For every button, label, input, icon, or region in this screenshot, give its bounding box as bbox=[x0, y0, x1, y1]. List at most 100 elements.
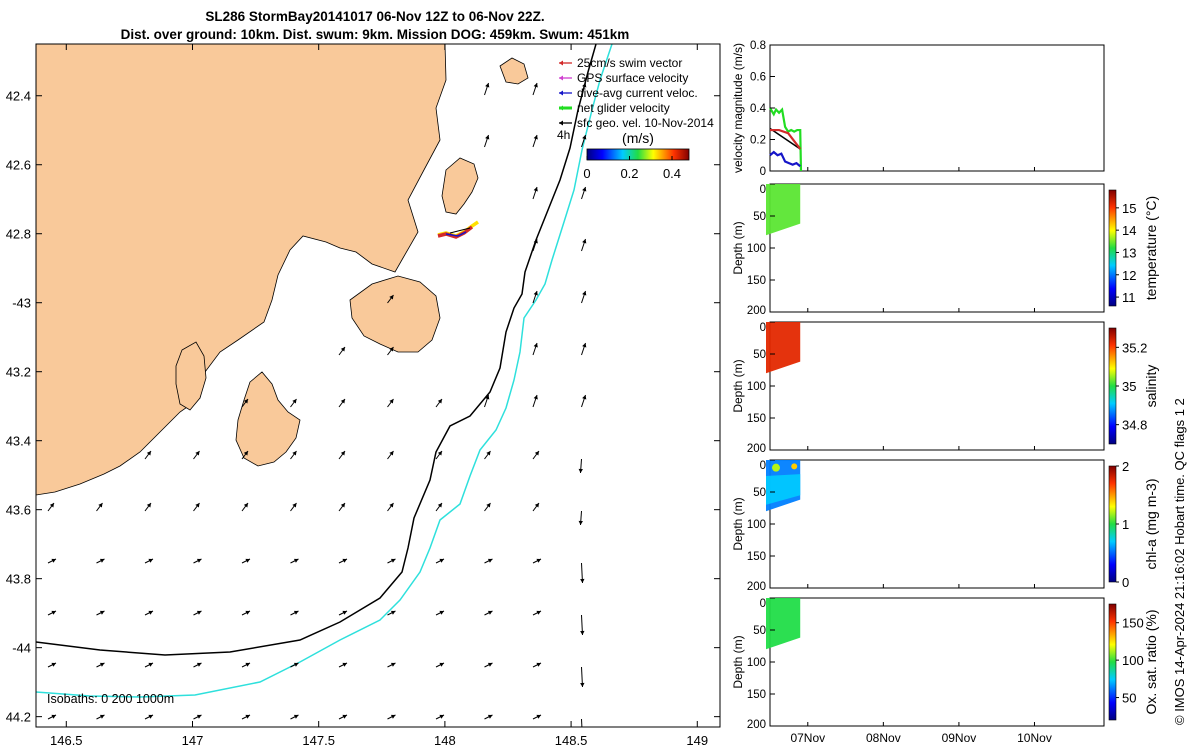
chl-patch-high bbox=[772, 463, 780, 472]
credit-text: © IMOS 14-Apr-2024 21:16:02 Hobart time.… bbox=[1172, 398, 1187, 725]
svg-text:net glider velocity: net glider velocity bbox=[577, 101, 670, 115]
geostrophic-arrow bbox=[193, 714, 202, 720]
legend-entry: dive-avg current veloc. bbox=[559, 86, 698, 100]
map-y-axis: 42.4 42.6 42.8 -43 43.2 43.4 43.6 43.8 -44 44.2 bbox=[6, 89, 720, 725]
colorbar-tick-label: 14 bbox=[1122, 223, 1136, 238]
geostrophic-arrow bbox=[387, 558, 396, 564]
geostrophic-arrow bbox=[241, 502, 249, 512]
svg-text:dive-avg current veloc.: dive-avg current veloc. bbox=[577, 86, 698, 100]
speed-colorbar: (m/s) 0 0.2 0.4 bbox=[583, 130, 690, 181]
geostrophic-arrow bbox=[581, 290, 587, 304]
geostrophic-arrow bbox=[47, 610, 57, 616]
velocity-series bbox=[769, 107, 803, 172]
map-y-tick-label: 42.6 bbox=[6, 158, 31, 173]
geostrophic-arrow bbox=[241, 398, 249, 408]
map-y-tick-label: 43.4 bbox=[6, 434, 31, 449]
isobath-1000m bbox=[36, 44, 613, 698]
geostrophic-arrow bbox=[290, 398, 297, 408]
geostrophic-arrow bbox=[193, 558, 202, 564]
geostrophic-arrow bbox=[96, 610, 105, 616]
profile-panel: 0 50 100 150 200 Depth (m) 34.8 35 35.2 salinity bbox=[731, 321, 1159, 455]
geostrophic-arrow bbox=[532, 610, 542, 616]
geostrophic-arrow bbox=[338, 398, 346, 408]
geostrophic-arrow bbox=[581, 718, 583, 727]
map-panel: 146.5 147 147.5 148 148.5 149 42.4 42.6 42.8 -43… bbox=[6, 43, 721, 748]
geostrophic-arrow bbox=[387, 450, 394, 460]
geostrophic-arrow bbox=[581, 342, 587, 356]
geostrophic-arrow bbox=[96, 662, 105, 668]
map-y-tick-label: 43.8 bbox=[6, 572, 31, 587]
depth-tick-label: 50 bbox=[753, 487, 766, 499]
colorbar-gradient bbox=[586, 148, 690, 161]
geostrophic-arrow bbox=[580, 614, 585, 636]
depth-tick-label: 0 bbox=[760, 460, 766, 472]
colorbar-tick-label: 150 bbox=[1122, 616, 1144, 631]
colorbar-tick-label: 0 bbox=[583, 166, 590, 181]
geostrophic-arrow bbox=[532, 394, 538, 408]
depth-tick-label: 100 bbox=[747, 381, 766, 393]
velocity-y-axis: 0 0.2 0.4 0.6 0.8 bbox=[750, 40, 775, 178]
velocity-series-line bbox=[769, 127, 801, 150]
geostrophic-arrow bbox=[435, 610, 445, 616]
depth-tick-label: 0 bbox=[760, 598, 766, 610]
depth-ylabel: Depth (m) bbox=[731, 497, 745, 550]
svg-text:25cm/s swim vector: 25cm/s swim vector bbox=[577, 56, 682, 70]
geostrophic-arrow bbox=[193, 450, 200, 460]
geostrophic-arrow bbox=[290, 610, 299, 616]
geostrophic-arrow bbox=[484, 662, 493, 668]
velocity-panel: 0 0.2 0.4 0.6 0.8 velocity magnitude (m/s) bbox=[731, 40, 1105, 178]
depth-tick-label: 50 bbox=[753, 211, 766, 223]
colorbar-label: chl-a (mg m-3) bbox=[1143, 478, 1159, 569]
geostrophic-arrow bbox=[387, 714, 396, 720]
geostrophic-arrow bbox=[241, 662, 251, 668]
profile-axes bbox=[769, 597, 1105, 727]
colorbar-title: (m/s) bbox=[622, 130, 654, 146]
profile-colorbar bbox=[1108, 189, 1117, 307]
geostrophic-arrow bbox=[581, 134, 587, 148]
geostrophic-arrow bbox=[193, 502, 200, 512]
depth-tick-label: 0 bbox=[760, 322, 766, 334]
depth-tick-label: 200 bbox=[747, 443, 766, 455]
colorbar-tick-label: 100 bbox=[1122, 653, 1144, 668]
colorbar-tick-label: 0 bbox=[1122, 575, 1129, 590]
geostrophic-arrow bbox=[581, 82, 587, 96]
geostrophic-arrow bbox=[581, 238, 587, 252]
geostrophic-arrow bbox=[484, 714, 493, 720]
maria-island bbox=[441, 157, 479, 215]
geostrophic-arrow bbox=[435, 662, 445, 668]
geostrophic-arrow bbox=[47, 714, 57, 720]
annotation-4h: 4h bbox=[557, 128, 570, 142]
colorbar-tick-label: 15 bbox=[1122, 201, 1136, 216]
map-x-tick-label: 148 bbox=[434, 733, 456, 748]
map-x-tick-label: 146.5 bbox=[50, 733, 83, 748]
colorbar-tick-label: 34.8 bbox=[1122, 418, 1147, 433]
legend-entry: 25cm/s swim vector bbox=[559, 56, 682, 70]
swim-vector-track bbox=[437, 225, 474, 239]
geostrophic-arrow bbox=[435, 558, 445, 564]
profile-colorbar bbox=[1108, 465, 1117, 583]
isobath-200m bbox=[36, 44, 597, 656]
geostrophic-arrow bbox=[435, 398, 443, 408]
depth-tick-label: 50 bbox=[753, 625, 766, 637]
geostrophic-arrow bbox=[144, 450, 152, 460]
geostrophic-arrow bbox=[338, 662, 348, 668]
chl-patch-high bbox=[791, 463, 798, 470]
geostrophic-arrow bbox=[338, 558, 348, 564]
geostrophic-arrow bbox=[484, 502, 491, 512]
depth-ylabel: Depth (m) bbox=[731, 359, 745, 412]
geostrophic-arrow bbox=[484, 394, 490, 408]
time-tick-label: 08Nov bbox=[866, 731, 901, 745]
geostrophic-arrow bbox=[578, 510, 583, 526]
depth-ylabel: Depth (m) bbox=[731, 635, 745, 688]
vector-field bbox=[47, 82, 587, 727]
geostrophic-arrow bbox=[96, 502, 103, 512]
velocity-y-tick-label: 0.4 bbox=[750, 103, 767, 115]
map-x-tick-label: 148.5 bbox=[555, 733, 588, 748]
geostrophic-arrow bbox=[96, 558, 105, 564]
depth-tick-label: 150 bbox=[747, 413, 766, 425]
profile-data-patch bbox=[766, 322, 801, 374]
geostrophic-arrow bbox=[241, 450, 249, 460]
tasmania-land bbox=[36, 44, 447, 496]
isobaths-label: Isobaths: 0 200 1000m bbox=[47, 692, 174, 706]
velocity-y-tick-label: 0.8 bbox=[750, 40, 766, 52]
